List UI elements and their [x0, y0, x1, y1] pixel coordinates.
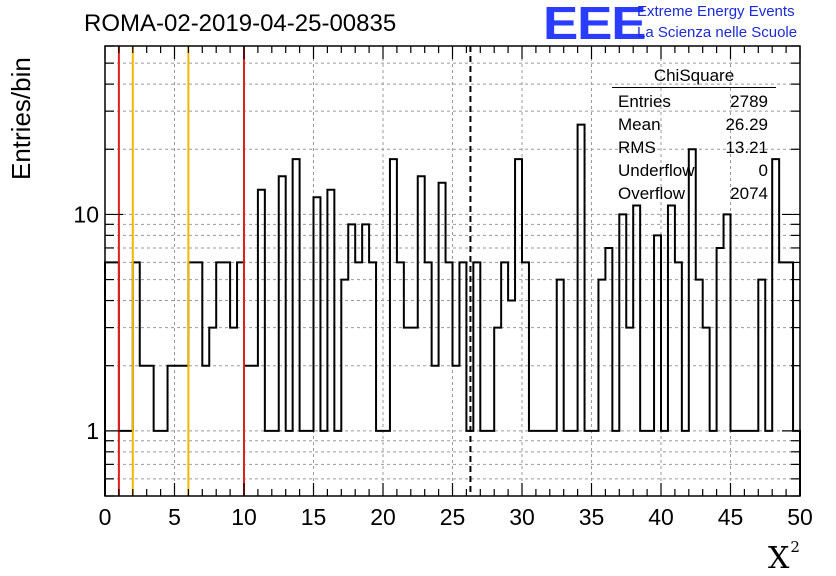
x-tick-label: 25 — [440, 504, 466, 530]
stats-value: 13.21 — [725, 138, 768, 157]
x-axis-label: X2 — [768, 538, 800, 576]
stats-value: 0 — [758, 161, 768, 180]
x-tick-label: 35 — [579, 504, 605, 530]
y-tick-label: 10 — [73, 201, 99, 227]
x-tick-label: 45 — [718, 504, 744, 530]
x-tick-label: 10 — [231, 504, 257, 530]
stats-row-mean: Mean 26.29 — [612, 113, 776, 136]
y-tick-label: 1 — [86, 418, 99, 444]
x-tick-label: 20 — [370, 504, 396, 530]
x-tick-label: 0 — [99, 504, 112, 530]
stats-value: 2789 — [730, 92, 768, 111]
stats-row-entries: Entries 2789 — [612, 90, 776, 113]
x-tick-label: 40 — [648, 504, 674, 530]
stats-label: Entries — [618, 92, 671, 111]
stats-box: ChiSquare Entries 2789 Mean 26.29 RMS 13… — [612, 66, 776, 205]
stats-row-underflow: Underflow 0 — [612, 159, 776, 182]
stats-label: Underflow — [618, 161, 695, 180]
stats-row-rms: RMS 13.21 — [612, 136, 776, 159]
stats-value: 26.29 — [725, 115, 768, 134]
eee-logo: EEE — [543, 0, 647, 49]
logo-line-1: Extreme Energy Events — [637, 3, 795, 20]
logo-line-2: La Scienza nelle Scuole — [637, 24, 798, 41]
chart-title: ROMA-02-2019-04-25-00835 — [84, 10, 397, 37]
x-axis-label-superscript: 2 — [790, 538, 800, 556]
y-axis-label: Entries/bin — [6, 57, 36, 180]
histogram-series — [104, 123, 801, 496]
x-tick-label: 50 — [787, 504, 813, 530]
x-tick-label: 15 — [301, 504, 327, 530]
stats-label: Mean — [618, 115, 661, 134]
stats-label: Overflow — [618, 184, 686, 203]
stats-row-overflow: Overflow 2074 — [612, 182, 776, 205]
stats-title: ChiSquare — [612, 66, 776, 88]
x-tick-label: 30 — [509, 504, 535, 530]
x-axis-label-base: X — [768, 541, 790, 576]
stats-label: RMS — [618, 138, 656, 157]
x-tick-label: 5 — [168, 504, 181, 530]
stats-value: 2074 — [730, 184, 768, 203]
